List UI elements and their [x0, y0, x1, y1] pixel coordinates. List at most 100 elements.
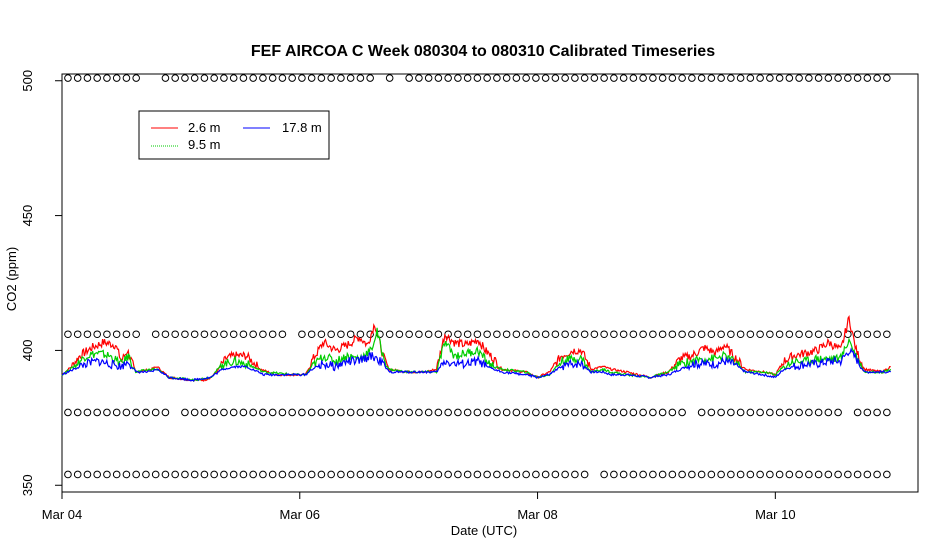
data-marker [873, 330, 881, 339]
data-marker [112, 330, 121, 339]
data-marker [522, 74, 530, 82]
data-marker [83, 330, 92, 339]
data-marker [727, 470, 735, 479]
data-marker [200, 330, 209, 339]
x-tick-label: Mar 10 [755, 507, 795, 522]
data-marker [502, 74, 511, 82]
data-marker [210, 74, 218, 82]
data-marker [502, 408, 511, 417]
data-marker [103, 74, 111, 82]
data-marker [73, 330, 82, 339]
data-marker [103, 408, 111, 417]
data-marker [181, 470, 189, 479]
data-marker [385, 74, 394, 82]
data-marker [824, 408, 833, 417]
data-marker [171, 74, 179, 82]
data-marker [834, 470, 842, 479]
data-marker [64, 330, 72, 339]
data-marker [337, 330, 345, 339]
data-marker [288, 74, 296, 82]
data-marker [561, 74, 569, 82]
data-marker [405, 330, 413, 339]
data-marker [756, 74, 764, 82]
data-marker [298, 74, 306, 82]
data-marker [112, 74, 121, 82]
data-marker [161, 330, 170, 339]
data-marker [132, 330, 140, 339]
data-marker [405, 408, 413, 417]
data-marker [629, 470, 638, 479]
data-marker [259, 330, 267, 339]
data-marker [395, 470, 404, 479]
data-marker [668, 330, 677, 339]
data-marker [220, 408, 228, 417]
data-marker [532, 330, 540, 339]
data-marker [220, 470, 228, 479]
data-marker [444, 74, 452, 82]
data-marker [239, 470, 248, 479]
data-marker [122, 408, 131, 417]
data-marker [307, 470, 316, 479]
data-marker [463, 408, 472, 417]
data-marker [103, 330, 111, 339]
data-marker [259, 74, 267, 82]
data-marker [541, 74, 550, 82]
data-marker [424, 330, 433, 339]
data-marker [93, 470, 101, 479]
data-marker [766, 74, 774, 82]
data-marker [259, 408, 267, 417]
y-tick-label: 350 [20, 474, 35, 496]
data-marker [454, 408, 462, 417]
data-marker [415, 330, 423, 339]
data-marker [171, 470, 179, 479]
data-marker [639, 408, 647, 417]
data-marker [814, 330, 823, 339]
data-marker [678, 330, 686, 339]
data-marker [824, 330, 833, 339]
data-marker [356, 330, 365, 339]
data-marker [502, 330, 511, 339]
data-marker [298, 408, 306, 417]
data-marker [697, 330, 706, 339]
data-marker [83, 408, 92, 417]
data-marker [132, 408, 140, 417]
chart-title: FEF AIRCOA C Week 080304 to 080310 Calib… [251, 43, 715, 60]
data-marker [532, 470, 540, 479]
data-marker [161, 470, 170, 479]
data-marker [190, 470, 199, 479]
data-marker [181, 74, 189, 82]
data-marker [551, 408, 560, 417]
marker-rows [64, 74, 891, 479]
data-marker [463, 74, 472, 82]
data-marker [317, 470, 326, 479]
data-marker [229, 408, 238, 417]
data-marker [717, 74, 725, 82]
data-marker [785, 408, 794, 417]
data-marker [532, 74, 540, 82]
data-marker [239, 74, 248, 82]
data-marker [93, 330, 101, 339]
data-marker [746, 74, 755, 82]
data-marker [775, 408, 784, 417]
data-marker [239, 330, 248, 339]
data-marker [307, 74, 316, 82]
y-axis: 350 400 450 500 [20, 70, 62, 496]
data-marker [376, 408, 384, 417]
data-marker [727, 330, 735, 339]
data-marker [259, 470, 267, 479]
data-marker [707, 74, 716, 82]
y-tick-label: 500 [20, 70, 35, 92]
data-marker [629, 408, 638, 417]
data-marker [103, 470, 111, 479]
data-marker [580, 408, 589, 417]
data-marker [717, 470, 725, 479]
data-marker [200, 408, 209, 417]
data-marker [688, 74, 696, 82]
data-marker [307, 408, 316, 417]
data-marker [395, 330, 404, 339]
data-marker [649, 74, 657, 82]
data-marker [317, 74, 326, 82]
data-marker [73, 74, 82, 82]
data-marker [834, 74, 842, 82]
data-marker [805, 74, 813, 82]
